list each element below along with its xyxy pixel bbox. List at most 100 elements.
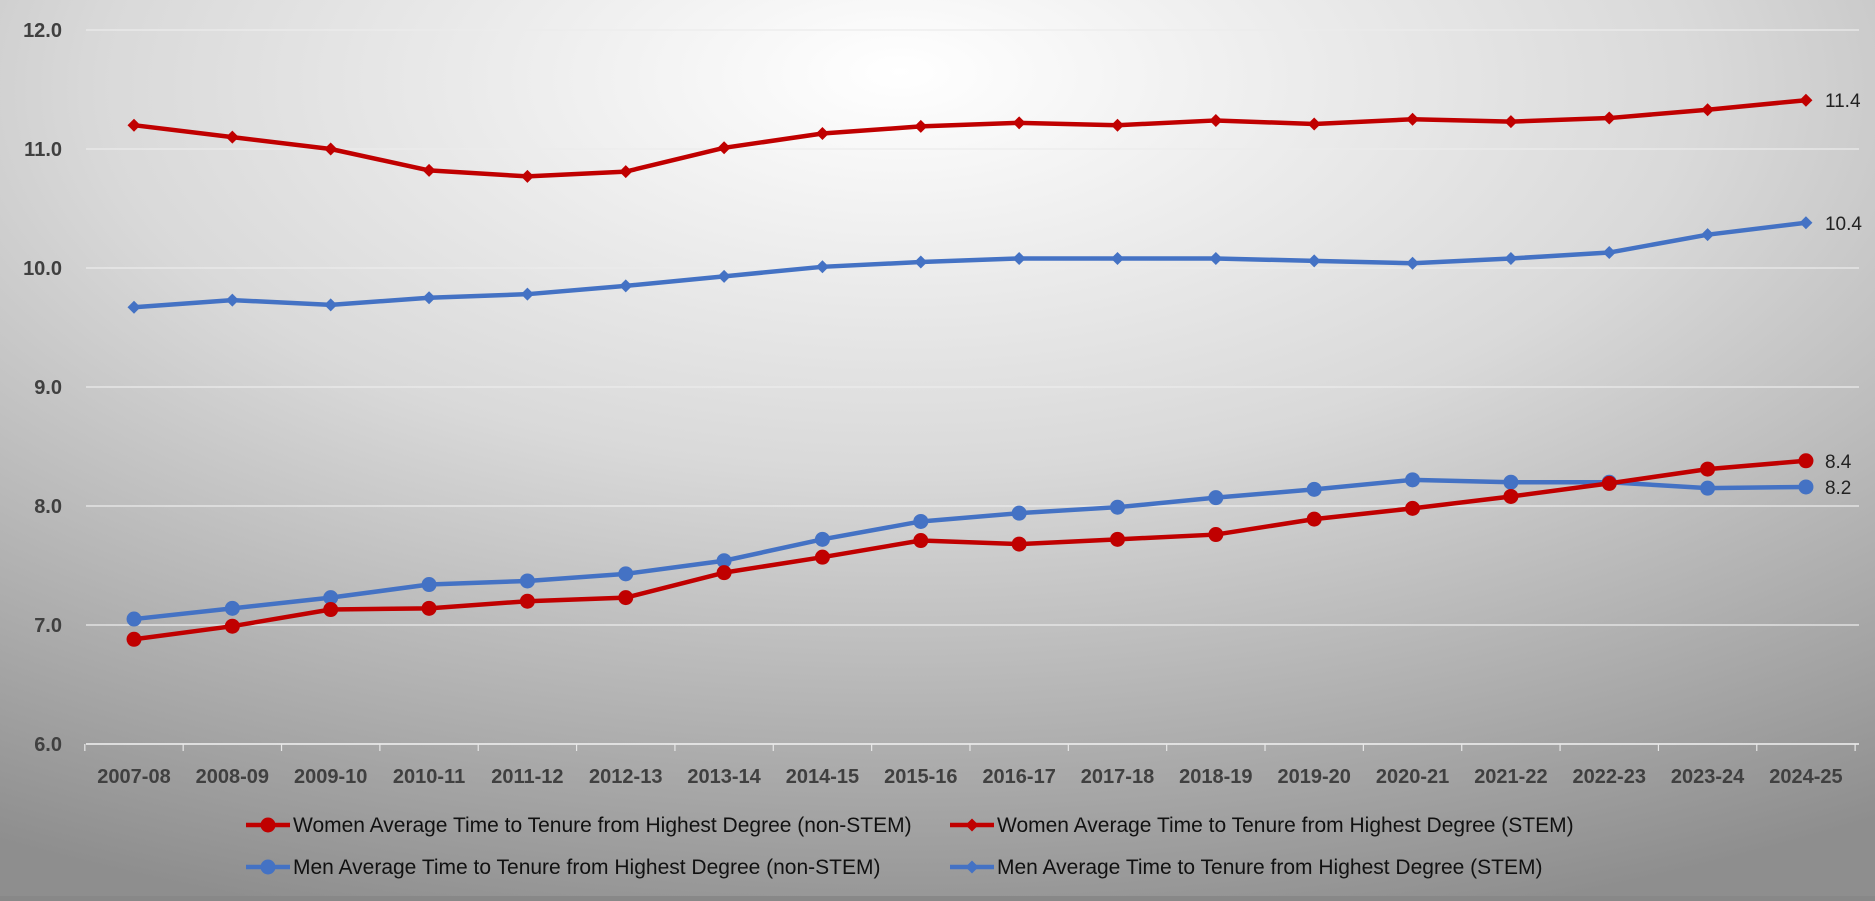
series-4 — [127, 216, 1813, 314]
data-point — [224, 600, 240, 616]
data-point — [519, 573, 535, 589]
data-point — [1406, 112, 1420, 126]
data-point — [1209, 113, 1223, 127]
x-tick-label: 2021-22 — [1474, 766, 1547, 788]
x-tick-label: 2016-17 — [982, 766, 1055, 788]
data-point — [1503, 474, 1519, 490]
data-point — [1208, 527, 1224, 543]
data-point — [1306, 481, 1322, 497]
data-label: 8.2 — [1825, 478, 1851, 499]
data-point — [422, 291, 436, 305]
data-point — [1208, 490, 1224, 506]
data-point — [1798, 479, 1814, 495]
data-point — [225, 293, 239, 307]
y-tick-label: 6.0 — [34, 734, 62, 756]
data-point — [1701, 228, 1715, 242]
x-tick-label: 2017-18 — [1081, 766, 1154, 788]
data-point — [814, 549, 830, 565]
data-point — [618, 566, 634, 582]
data-point — [324, 142, 338, 156]
legend: Women Average Time to Tenure from Highes… — [246, 814, 1574, 879]
data-point — [717, 269, 731, 283]
y-tick-label: 11.0 — [24, 139, 62, 161]
data-point — [716, 553, 732, 569]
data-point — [127, 300, 141, 314]
data-point — [619, 165, 633, 179]
x-tick-label: 2008-09 — [196, 766, 269, 788]
data-point — [324, 298, 338, 312]
x-tick-label: 2023-24 — [1671, 766, 1745, 788]
data-point — [815, 127, 829, 141]
legend-marker — [965, 818, 979, 832]
data-point — [716, 565, 732, 581]
x-tick-label: 2014-15 — [786, 766, 859, 788]
data-point — [1602, 246, 1616, 260]
x-tick-label: 2012-13 — [589, 766, 662, 788]
data-point — [520, 169, 534, 183]
data-point — [619, 279, 633, 293]
data-point — [914, 255, 928, 269]
series-line — [131, 477, 1809, 622]
data-point — [1798, 453, 1814, 469]
legend-item: Men Average Time to Tenure from Highest … — [950, 856, 1542, 879]
data-point — [224, 618, 240, 634]
series-line — [131, 220, 1809, 310]
data-point — [1306, 511, 1322, 527]
series-line — [131, 458, 1809, 642]
data-point — [1406, 256, 1420, 270]
data-point — [1307, 117, 1321, 131]
data-point — [1405, 500, 1421, 516]
data-point — [814, 531, 830, 547]
x-tick-label: 2024-25 — [1769, 766, 1842, 788]
data-point — [1700, 461, 1716, 477]
x-tick-label: 2015-16 — [884, 766, 957, 788]
y-tick-label: 7.0 — [34, 615, 62, 637]
data-point — [913, 513, 929, 529]
data-point — [1701, 103, 1715, 117]
x-tick-label: 2018-19 — [1179, 766, 1252, 788]
data-label: 8.4 — [1825, 452, 1852, 473]
series-line — [131, 97, 1809, 179]
x-tick-label: 2013-14 — [687, 766, 761, 788]
y-tick-label: 9.0 — [34, 377, 62, 399]
x-tick-label: 2009-10 — [294, 766, 367, 788]
legend-marker — [260, 817, 276, 833]
y-tick-label: 12.0 — [23, 20, 62, 42]
legend-item: Women Average Time to Tenure from Highes… — [246, 814, 912, 837]
data-point — [1799, 93, 1813, 107]
legend-marker — [965, 860, 979, 874]
legend-label: Men Average Time to Tenure from Highest … — [997, 856, 1542, 879]
data-point — [1601, 475, 1617, 491]
data-point — [914, 119, 928, 133]
data-point — [1504, 251, 1518, 265]
data-point — [1012, 116, 1026, 130]
data-point — [323, 590, 339, 606]
axes: 6.0 7.0 8.0 9.0 10.0 11.0 12.0 2007-08 2008-09 20… — [23, 20, 1859, 788]
data-point — [225, 130, 239, 144]
y-tick-label: 10.0 — [23, 258, 62, 280]
series-group — [126, 93, 1814, 647]
data-label: 10.4 — [1825, 214, 1862, 235]
data-point — [1111, 118, 1124, 132]
y-tick-label: 8.0 — [34, 496, 62, 518]
data-point — [126, 631, 142, 647]
data-point — [421, 577, 437, 593]
x-tick-label: 2022-23 — [1573, 766, 1646, 788]
data-label: 11.4 — [1825, 91, 1861, 112]
data-point — [1011, 536, 1027, 552]
series-3 — [126, 472, 1814, 627]
x-tick-label: 2011-12 — [491, 766, 563, 788]
series-2 — [127, 93, 1813, 183]
data-point — [618, 590, 634, 606]
data-point — [1011, 505, 1027, 521]
legend-label: Women Average Time to Tenure from Highes… — [997, 814, 1574, 837]
data-point — [1110, 531, 1125, 547]
data-point — [1405, 472, 1421, 488]
data-point — [519, 593, 535, 609]
data-point — [1209, 251, 1223, 265]
data-labels: 11.4 10.4 8.2 8.4 — [1825, 91, 1862, 499]
data-point — [1012, 251, 1026, 265]
data-point — [1504, 115, 1518, 129]
